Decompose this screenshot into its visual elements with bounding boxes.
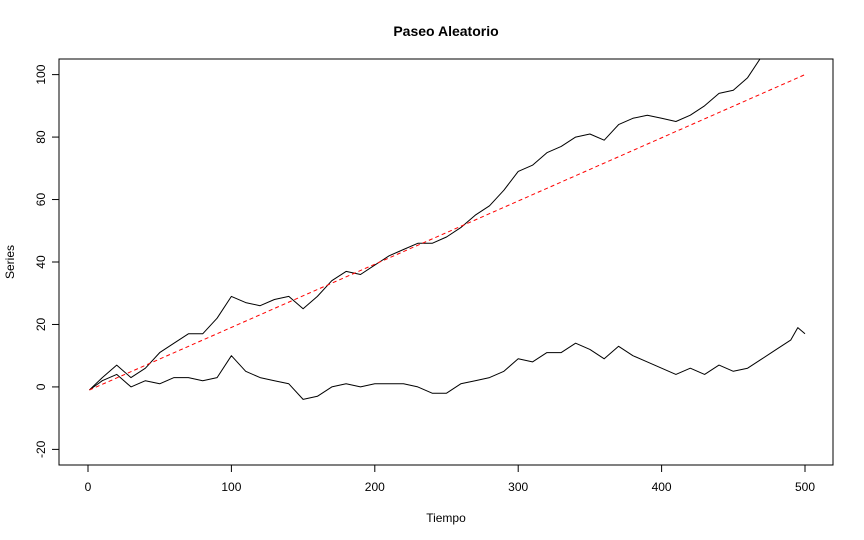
y-axis: -20 0 20 40 60 80 100 <box>34 64 59 458</box>
y-axis-label: Series <box>3 245 17 279</box>
y-tick-label: 20 <box>34 317 48 331</box>
x-tick-label: 500 <box>795 480 815 494</box>
y-tick-label: 100 <box>34 64 48 84</box>
random-walk-line-2 <box>89 327 806 400</box>
random-walk-line-1 <box>89 59 761 391</box>
x-tick-label: 300 <box>508 480 528 494</box>
y-tick-label: 40 <box>34 255 48 269</box>
x-tick-label: 100 <box>221 480 241 494</box>
y-tick-label: 60 <box>34 193 48 207</box>
x-tick-label: 400 <box>652 480 672 494</box>
x-tick-label: 0 <box>85 480 92 494</box>
y-tick-label: 0 <box>34 383 48 390</box>
series-layer <box>89 59 806 400</box>
plot-box <box>58 58 834 466</box>
y-tick-label: -20 <box>34 440 48 458</box>
x-axis-label: Tiempo <box>426 511 466 525</box>
y-tick-label: 80 <box>34 130 48 144</box>
x-tick-label: 200 <box>365 480 385 494</box>
x-axis: 0 100 200 300 400 500 <box>85 464 815 494</box>
trend-line-dashed <box>89 74 806 391</box>
chart-title: Paseo Aleatorio <box>393 23 498 39</box>
